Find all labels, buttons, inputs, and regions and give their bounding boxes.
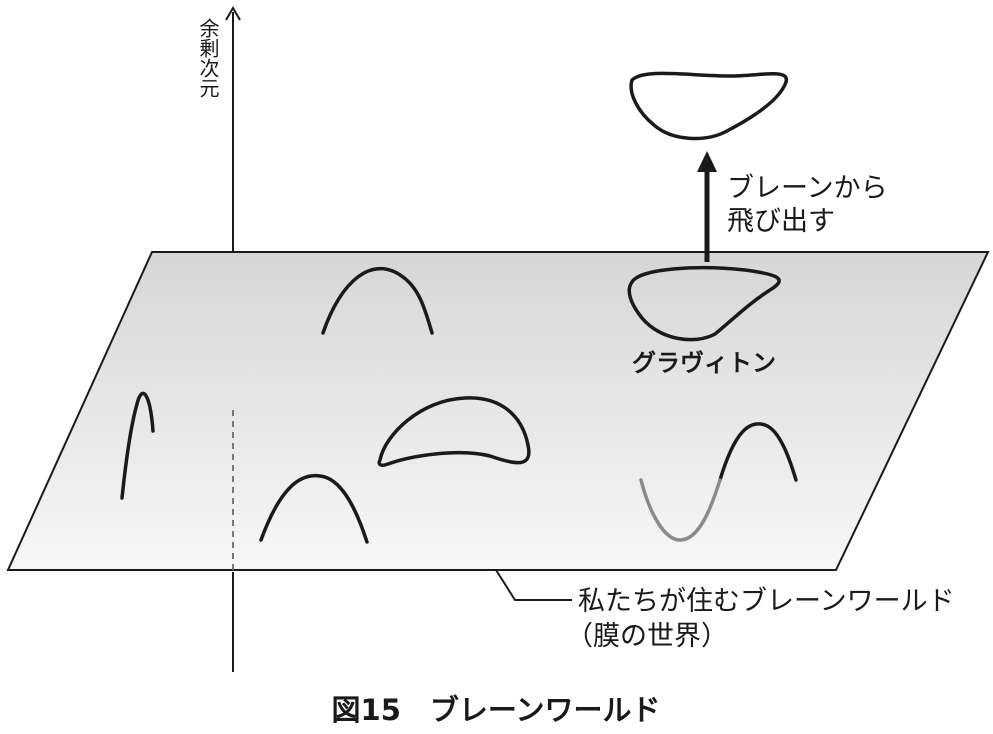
closed-string-on-brane xyxy=(377,396,531,467)
brane-label-line1: 私たちが住むブレーンワールド xyxy=(578,586,955,617)
open-string-1 xyxy=(120,391,155,500)
open-string-wave-faded xyxy=(639,478,722,542)
figure-caption: 図15 ブレーンワールド xyxy=(332,693,661,727)
axis-label: 余剰次元 xyxy=(196,18,220,98)
brane-sheet xyxy=(6,251,990,571)
escaped-graviton-closed-string xyxy=(629,71,788,141)
brane-leader-line xyxy=(495,569,572,601)
open-string-3 xyxy=(259,473,369,544)
open-string-2 xyxy=(321,266,434,335)
graviton-closed-string xyxy=(627,266,781,342)
escape-label-line2: 飛び出す xyxy=(727,206,835,237)
extra-dimension-axis-arrowhead xyxy=(225,6,241,21)
escape-arrow-head xyxy=(697,151,717,172)
open-string-wave-dark xyxy=(718,422,798,482)
escape-label-line1: ブレーンから xyxy=(727,173,888,204)
graviton-label: グラヴィトン xyxy=(632,349,776,377)
brane-label-line2: （膜の世界） xyxy=(566,621,728,652)
